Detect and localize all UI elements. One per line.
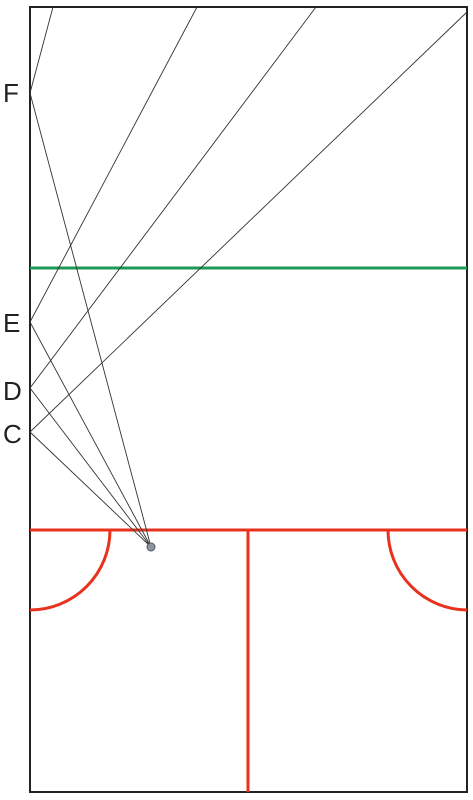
line-to-e xyxy=(29,321,152,548)
ray-c xyxy=(29,11,468,433)
point-label: C xyxy=(3,419,22,449)
ray-d xyxy=(29,6,317,389)
point-label: E xyxy=(3,308,20,338)
origin-point xyxy=(146,542,156,552)
line-to-c xyxy=(29,431,152,548)
ray-f xyxy=(29,6,54,94)
point-label: D xyxy=(3,376,22,406)
left-arc xyxy=(29,529,112,612)
ray-e xyxy=(29,6,198,323)
line-to-f xyxy=(29,92,152,548)
right-arc xyxy=(386,529,468,612)
line-to-d xyxy=(29,387,152,548)
sight-lines xyxy=(29,6,468,548)
point-label: F xyxy=(3,78,19,108)
